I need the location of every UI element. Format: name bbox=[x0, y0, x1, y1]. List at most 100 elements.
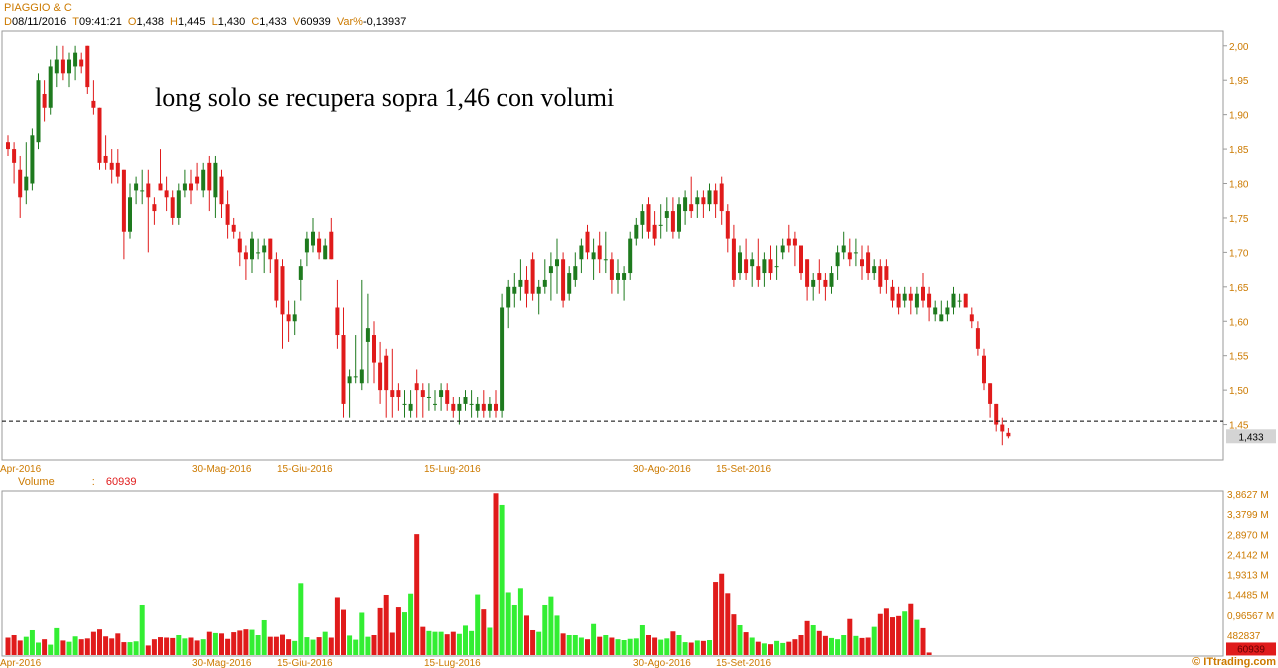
candle bbox=[414, 369, 419, 418]
candle bbox=[609, 252, 614, 294]
volume-bar bbox=[395, 607, 401, 655]
candle bbox=[365, 293, 370, 384]
candle bbox=[939, 300, 944, 322]
candle-body bbox=[146, 183, 151, 198]
watermark[interactable]: © ITtrading.com bbox=[1192, 656, 1276, 668]
volume-bar bbox=[816, 630, 822, 655]
volume-bar bbox=[841, 634, 847, 655]
candle-body bbox=[329, 231, 334, 260]
price-tick-label: 1,55 bbox=[1229, 352, 1249, 363]
candle bbox=[963, 293, 968, 308]
candle-body bbox=[646, 204, 651, 232]
candle bbox=[805, 259, 810, 301]
candle-body bbox=[823, 279, 828, 287]
volume-bar bbox=[505, 592, 511, 655]
volume-bar bbox=[212, 632, 218, 655]
x-tick-label: 30-Ago-2016 bbox=[633, 464, 691, 475]
last-price-tag: 1,433 bbox=[1226, 429, 1276, 444]
candle-body bbox=[158, 183, 163, 191]
volume-bar bbox=[591, 623, 597, 655]
volume-bar bbox=[48, 644, 54, 655]
candle-body bbox=[677, 204, 681, 232]
high-key: H bbox=[170, 16, 178, 28]
time-value: 09:41:21 bbox=[79, 16, 122, 28]
candle bbox=[256, 238, 261, 260]
candle-body bbox=[542, 279, 547, 287]
candle bbox=[158, 149, 163, 191]
candle bbox=[579, 238, 584, 274]
candle bbox=[530, 252, 535, 301]
candle-body bbox=[890, 286, 895, 301]
candle-body bbox=[731, 238, 736, 280]
x-tick-label: 15-Lug-2016 bbox=[424, 464, 481, 475]
candle-body bbox=[164, 190, 169, 198]
candle-body bbox=[365, 328, 370, 342]
candle-body bbox=[12, 149, 17, 163]
candle bbox=[713, 183, 718, 218]
candle bbox=[317, 231, 322, 260]
volume-header-label: Volume bbox=[18, 476, 55, 488]
candle bbox=[402, 390, 407, 418]
volume-bar bbox=[914, 619, 920, 655]
candle-body bbox=[152, 204, 157, 212]
volume-bar bbox=[377, 607, 383, 655]
candle-body bbox=[939, 314, 944, 322]
x-tick-label: 30-Mag-2016 bbox=[192, 658, 252, 668]
volume-bar bbox=[859, 637, 865, 655]
candle-body bbox=[402, 403, 407, 405]
candle bbox=[103, 135, 108, 170]
candle-body bbox=[445, 390, 450, 404]
candle bbox=[213, 155, 218, 218]
candle-body bbox=[408, 403, 413, 411]
volume-bar bbox=[566, 634, 572, 655]
candle-body bbox=[658, 224, 663, 226]
volume-bar bbox=[688, 642, 694, 655]
volume-bar bbox=[127, 642, 133, 655]
candle bbox=[561, 252, 566, 308]
volume-bar bbox=[29, 629, 35, 655]
volume-bar bbox=[560, 633, 566, 655]
volume-bar bbox=[341, 609, 346, 655]
candle-body bbox=[744, 259, 749, 274]
volume-bar bbox=[249, 629, 255, 655]
candle-body bbox=[121, 169, 126, 232]
candle bbox=[860, 245, 864, 280]
volume-bar bbox=[286, 639, 292, 655]
candle bbox=[738, 245, 742, 280]
candle-body bbox=[359, 369, 364, 384]
volume-bar bbox=[615, 639, 621, 655]
candle-body bbox=[67, 59, 71, 74]
candle bbox=[347, 369, 352, 418]
close-key: C bbox=[251, 16, 260, 28]
volume-bar bbox=[438, 631, 444, 655]
candle-body bbox=[79, 59, 84, 67]
candle bbox=[408, 390, 413, 418]
candle-body bbox=[738, 252, 742, 274]
volume-bar bbox=[694, 640, 700, 655]
candle bbox=[42, 80, 47, 122]
volume-bar bbox=[810, 624, 816, 655]
open-key: O bbox=[127, 16, 137, 28]
candle bbox=[677, 197, 681, 239]
candle bbox=[982, 348, 986, 391]
volume-bar bbox=[786, 641, 792, 655]
volume-bar bbox=[304, 637, 310, 655]
candle-body bbox=[481, 403, 486, 411]
candle-body bbox=[243, 252, 248, 260]
candle bbox=[6, 135, 10, 156]
candle-body bbox=[786, 238, 791, 246]
candle-body bbox=[182, 183, 187, 191]
candle-body bbox=[921, 286, 925, 301]
volume-bar bbox=[17, 640, 23, 655]
candle bbox=[634, 217, 639, 246]
candle-body bbox=[689, 204, 694, 212]
volume-bar bbox=[408, 593, 414, 655]
volume-key: V bbox=[292, 16, 301, 28]
last-volume-label: 60939 bbox=[1237, 644, 1265, 655]
candle-body bbox=[134, 183, 139, 191]
candle-body bbox=[573, 266, 578, 280]
volume-bar bbox=[682, 642, 688, 655]
candle bbox=[30, 128, 35, 191]
volume-bar bbox=[280, 634, 285, 655]
candle bbox=[585, 224, 590, 260]
